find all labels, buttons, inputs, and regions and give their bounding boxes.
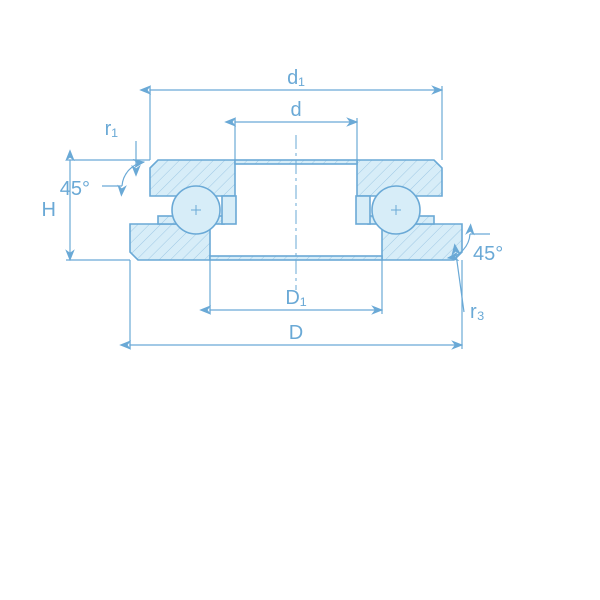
svg-text:d: d (290, 99, 301, 121)
svg-text:H: H (42, 199, 56, 221)
svg-text:D: D (289, 322, 303, 344)
svg-text:D₁: D₁ (285, 287, 306, 309)
svg-text:45°: 45° (473, 243, 503, 265)
svg-text:r₃: r₃ (470, 301, 485, 323)
svg-text:d₁: d₁ (287, 67, 305, 89)
svg-text:45°: 45° (60, 178, 90, 200)
svg-text:r₁: r₁ (105, 118, 119, 140)
